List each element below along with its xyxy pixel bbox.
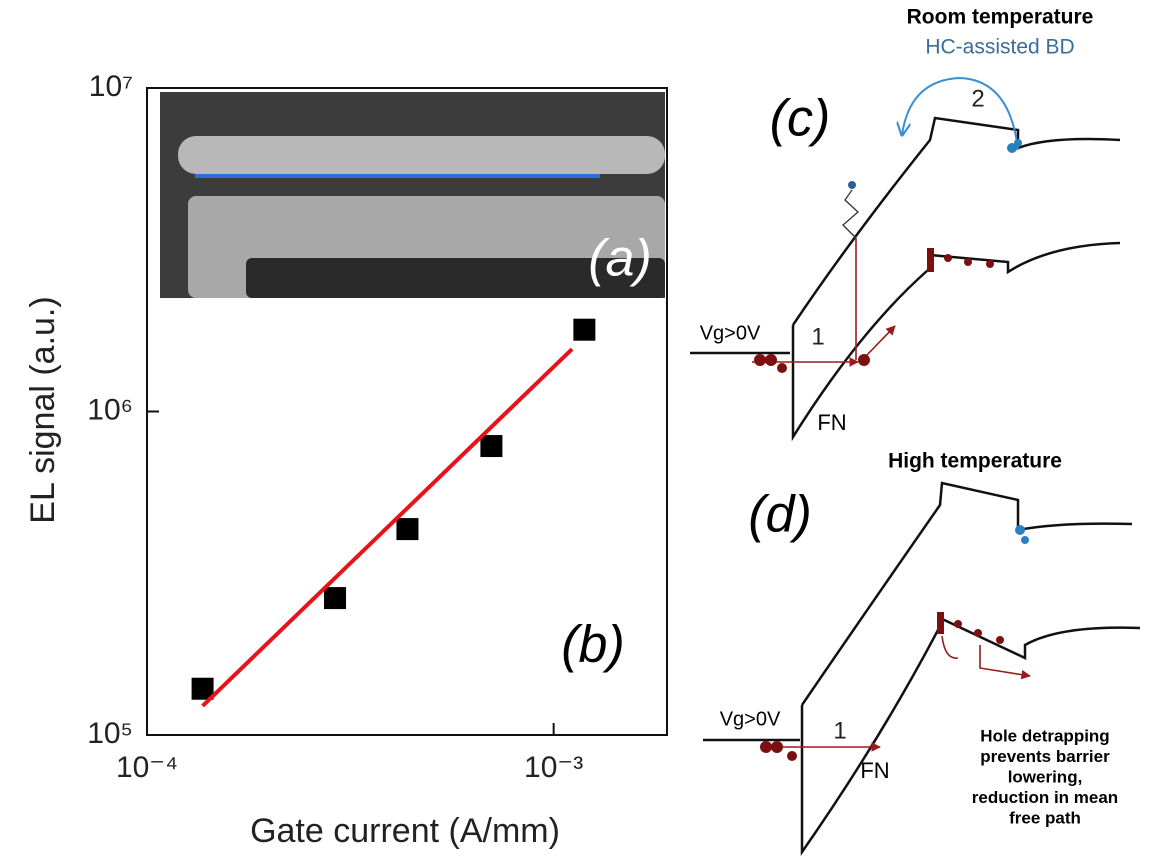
bias-label: Vg>0V: [720, 708, 781, 730]
data-point: [396, 518, 419, 541]
note-line: prevents barrier: [980, 747, 1110, 766]
data-point: [324, 587, 347, 610]
band-diagram: Room temperature HC-assisted BD (c) 2 Vg…: [690, 6, 1121, 442]
fn-label: FN: [860, 758, 889, 783]
y-tick-label: 10⁶: [87, 393, 133, 426]
y-axis-label: EL signal (a.u.): [24, 296, 62, 523]
panel-label: (a): [588, 230, 652, 288]
note: Hole detrapping prevents barrierlowering,…: [972, 726, 1118, 827]
fit-line: [201, 347, 574, 708]
step-label: 1: [833, 717, 846, 744]
plot: (a) (b) EL signal (a.u.) Gate current (A…: [24, 70, 668, 850]
inset-image: (a): [160, 92, 665, 298]
y-tick-label: 10⁵: [87, 717, 133, 750]
panel-label: (b): [561, 616, 625, 674]
data-point: [191, 677, 214, 700]
panel-label: (d): [748, 486, 812, 544]
x-axis-label: Gate current (A/mm): [250, 812, 560, 850]
step-label: 2: [971, 85, 984, 112]
note-line: lowering,: [1008, 767, 1083, 786]
band-diagram: High temperature (d) Vg>0V 1 FN Hole det…: [703, 450, 1141, 856]
note-line: free path: [1009, 808, 1081, 827]
fn-label: FN: [817, 410, 846, 435]
diagram-title: High temperature: [888, 450, 1062, 473]
bias-label: Vg>0V: [700, 322, 761, 344]
step-label: 1: [811, 323, 824, 350]
x-tick-label: 10⁻³: [524, 751, 583, 784]
x-tick-label: 10⁻⁴: [116, 751, 178, 784]
diagram-title: Room temperature: [907, 6, 1094, 29]
panel-label: (c): [770, 90, 831, 148]
note-line: Hole detrapping: [980, 726, 1109, 745]
note-line: reduction in mean: [972, 788, 1118, 807]
y-tick-label: 10⁷: [89, 70, 133, 103]
diagram-subtitle: HC-assisted BD: [925, 36, 1074, 59]
data-point: [573, 318, 596, 341]
data-point: [480, 435, 503, 458]
